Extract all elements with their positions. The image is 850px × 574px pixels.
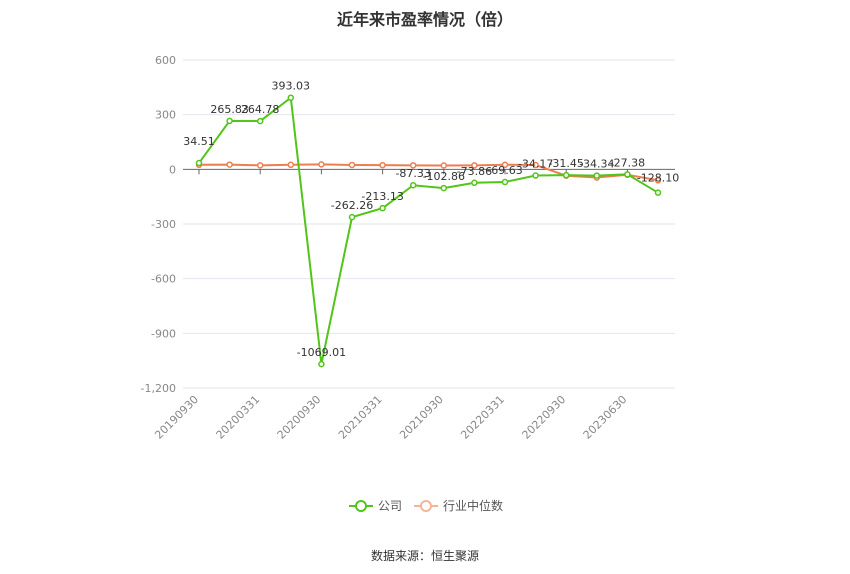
y-tick-label: 0 [169,163,176,176]
data-label: 264.78 [241,103,280,116]
data-point [409,162,417,169]
legend: 公司 行业中位数 [349,498,503,513]
x-tick-label: 20190930 [152,393,201,442]
data-label: -87.33 [395,167,430,180]
data-point [226,117,233,125]
data-point [440,162,448,169]
data-point [409,181,417,189]
data-label: -213.13 [361,190,403,203]
series-line [198,95,659,365]
data-point [318,161,325,168]
y-tick-label: -900 [151,327,176,340]
x-tick-label: 20210930 [397,393,446,442]
y-tick-label: -600 [151,273,176,286]
data-label: -69.63 [487,164,522,177]
data-point [440,184,448,192]
data-labels: 34.51265.83264.78393.03-1069.01-262.26-2… [183,80,679,359]
series-layer [195,94,662,368]
data-label: -102.86 [423,170,465,183]
data-label: -34.17 [518,158,553,171]
legend-marker [420,500,432,512]
legend-marker [355,500,367,512]
data-label: -34.34 [579,158,614,171]
data-point [256,162,264,169]
data-label: -31.45 [548,157,583,170]
legend-label: 行业中位数 [443,498,503,513]
data-point [195,159,203,167]
x-tick-label: 20220930 [520,393,569,442]
y-tick-label: 600 [155,54,176,67]
series-line [198,163,659,182]
data-point [348,213,356,221]
data-point [348,161,356,169]
data-label: 393.03 [272,80,311,93]
data-point [501,161,509,169]
data-label: -1069.01 [297,346,346,359]
x-tick-label: 20210331 [336,393,385,442]
data-point [624,171,631,178]
data-point [287,94,295,101]
data-point [562,171,570,179]
data-point [379,204,386,212]
y-tick-label: -1,200 [141,382,176,395]
data-label: 265.83 [210,103,249,116]
data-point [532,161,539,169]
data-label: -262.26 [331,199,373,212]
data-point [532,172,539,179]
data-point [654,189,662,196]
data-point [471,179,478,187]
chart-title: 近年来市盈率情况（倍） [336,10,513,29]
data-label: -73.86 [457,165,492,178]
data-point [471,162,478,169]
data-point [654,177,662,184]
data-label: -27.38 [610,156,645,169]
x-tick-label: 20220331 [458,393,507,442]
y-tick-label: -300 [151,218,176,231]
y-axis: 600 300 0 -300 -600 -900 -1,200 [141,54,176,395]
data-point [256,117,264,125]
data-point [379,161,386,169]
x-axis: 20190930 20200331 20200930 20210331 20210930… [152,168,675,442]
data-point [501,178,509,186]
x-tick-label: 20200930 [275,393,324,442]
grid [183,59,675,389]
data-point [287,161,295,169]
x-tick-label: 20200331 [214,393,263,442]
x-tick-label: 20230630 [581,393,630,442]
data-point [593,172,601,179]
data-point [226,161,233,168]
data-label: -128.10 [637,172,679,185]
data-label: 34.51 [183,135,215,148]
source-note: 数据来源：恒生聚源 [370,549,479,563]
legend-label: 公司 [378,499,402,513]
y-tick-label: 300 [155,109,176,122]
data-point [318,360,325,368]
